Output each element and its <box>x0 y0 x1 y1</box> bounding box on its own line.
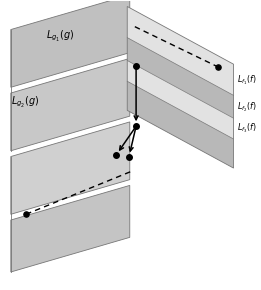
Text: $L_{f_3}(f)$: $L_{f_3}(f)$ <box>237 122 257 135</box>
Polygon shape <box>11 122 130 214</box>
Text: $L_{g_2}(g)$: $L_{g_2}(g)$ <box>11 94 39 109</box>
Point <box>134 63 138 68</box>
Polygon shape <box>127 38 234 118</box>
Point <box>24 212 28 217</box>
Text: $L_{g_1}(g)$: $L_{g_1}(g)$ <box>46 28 74 43</box>
Point <box>126 154 130 159</box>
Polygon shape <box>11 58 130 151</box>
Polygon shape <box>11 0 130 87</box>
Polygon shape <box>127 61 234 139</box>
Polygon shape <box>127 6 234 95</box>
Polygon shape <box>11 185 130 272</box>
Point <box>134 124 138 128</box>
Text: $L_{f_1}(f)$: $L_{f_1}(f)$ <box>237 73 257 86</box>
Point <box>114 153 118 157</box>
Point <box>216 65 221 69</box>
Polygon shape <box>127 81 234 168</box>
Text: $L_{f_2}(f)$: $L_{f_2}(f)$ <box>237 100 257 114</box>
